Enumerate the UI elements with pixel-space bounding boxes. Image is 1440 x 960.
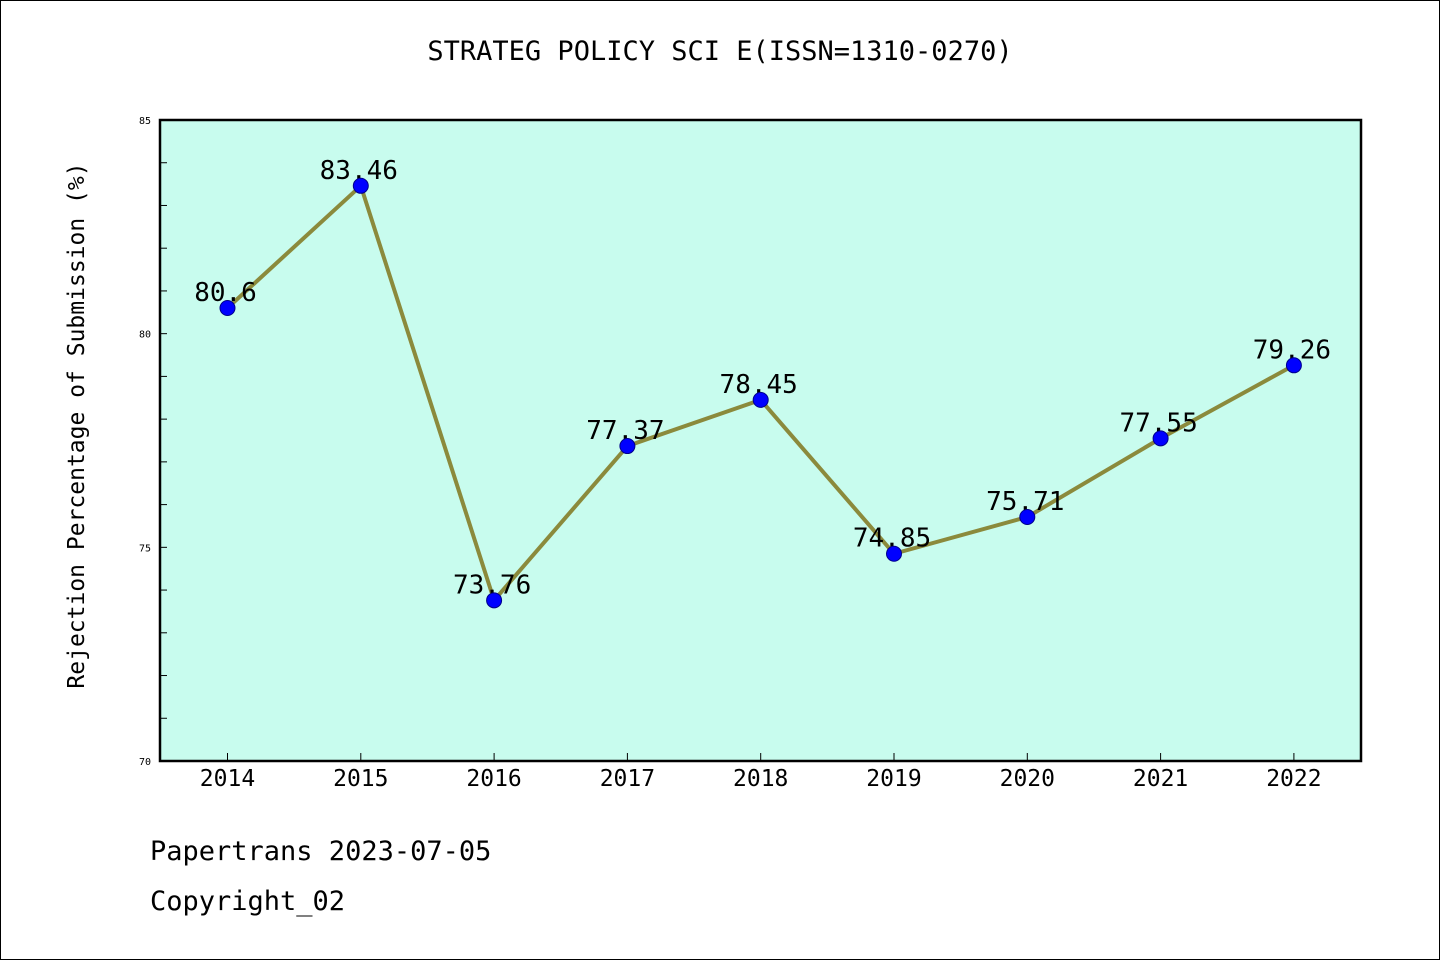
y-tick-label: 80 — [139, 330, 151, 341]
data-point — [486, 592, 503, 609]
data-point — [1285, 357, 1302, 374]
chart-title: STRATEG POLICY SCI E(ISSN=1310-0270) — [427, 36, 1013, 67]
y-tick-label: 70 — [139, 757, 151, 768]
y-tick-label: 75 — [139, 543, 151, 554]
x-tick-label: 2021 — [1133, 766, 1188, 792]
data-point — [219, 300, 236, 317]
plot-border — [158, 118, 1363, 763]
x-tick-label: 2020 — [1000, 766, 1055, 792]
plot-area — [160, 120, 1361, 761]
data-point — [886, 545, 902, 562]
x-tick-label: 2016 — [466, 766, 521, 792]
data-point — [1019, 508, 1036, 525]
data-point — [352, 177, 369, 194]
data-point — [619, 438, 636, 455]
data-point — [752, 391, 769, 408]
x-tick-label: 2014 — [200, 766, 255, 792]
x-tick-label: 2017 — [600, 766, 655, 792]
x-tick-label: 2018 — [733, 766, 788, 792]
x-tick-label: 2022 — [1266, 766, 1321, 792]
data-point — [1152, 430, 1169, 447]
x-tick-label: 2019 — [866, 766, 921, 792]
footer-credit: Papertrans 2023-07-05 — [150, 836, 492, 867]
footer-copyright: Copyright_02 — [150, 886, 346, 917]
y-axis-label: Rejection Percentage of Submission (%) — [64, 162, 90, 688]
y-tick-label: 85 — [139, 116, 151, 127]
x-tick-label: 2015 — [333, 766, 388, 792]
